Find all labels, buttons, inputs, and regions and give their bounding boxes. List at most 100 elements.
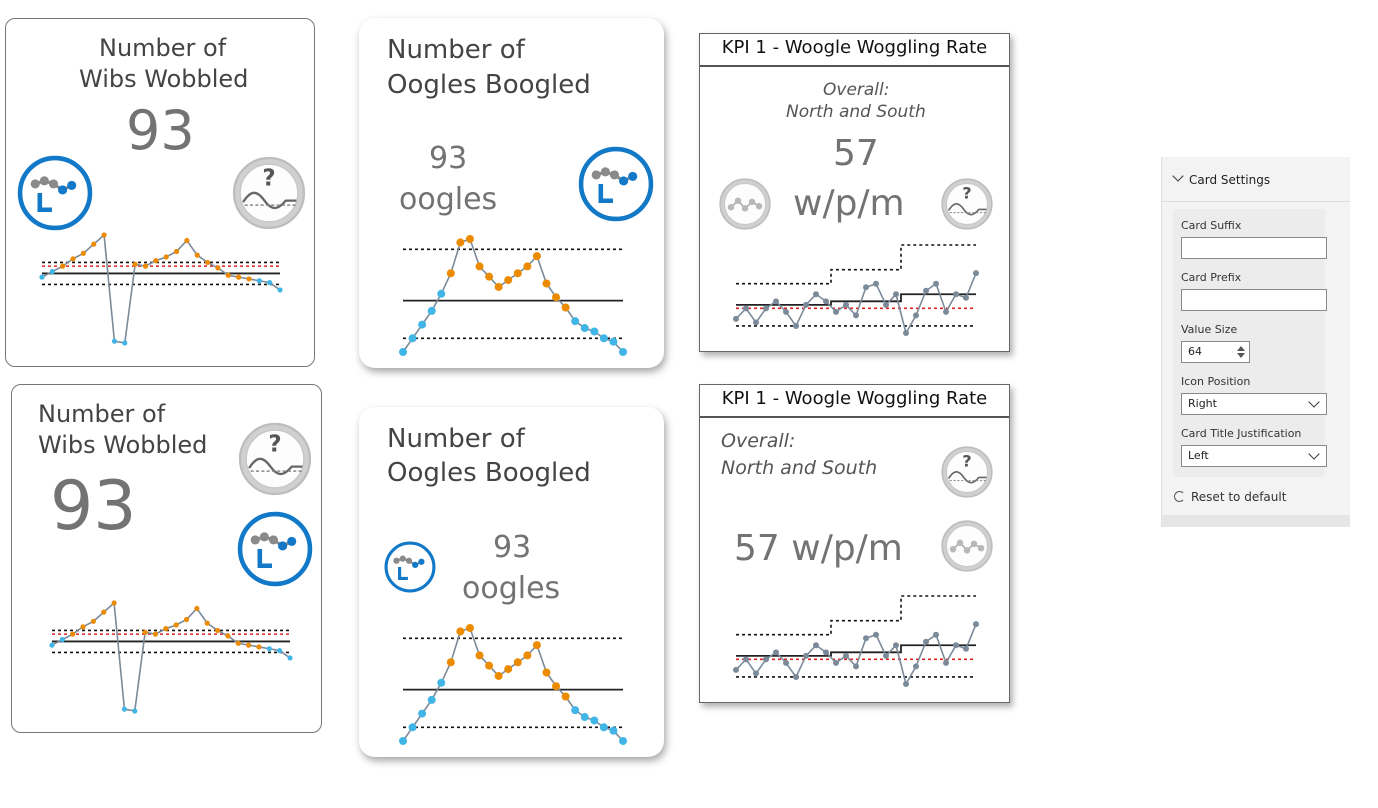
icon-point — [956, 539, 964, 546]
icon-point — [949, 546, 957, 553]
data-point — [437, 289, 446, 298]
card-title-line2: Oogles Boogled — [387, 458, 591, 488]
icon-question-mark: ? — [962, 452, 971, 471]
data-point — [225, 272, 231, 278]
series-line — [402, 237, 624, 353]
card-suffix-input[interactable] — [1181, 237, 1327, 259]
data-point — [953, 642, 959, 649]
card-title-line1: Number of — [38, 400, 166, 428]
icon-inner — [239, 163, 299, 223]
value-size-value: 64 — [1188, 345, 1202, 358]
data-point — [142, 263, 149, 269]
data-point — [542, 668, 551, 677]
kpi-card-1[interactable]: KPI 1 - Woogle Woggling Rate Overall: No… — [699, 33, 1010, 352]
assurance-unknown-icon: ? — [232, 156, 306, 230]
data-point — [853, 663, 859, 670]
reset-to-default-button[interactable]: Reset to default — [1174, 490, 1286, 504]
card-title-line1: Number of — [99, 34, 227, 62]
data-point — [214, 627, 221, 634]
icon-point — [405, 557, 413, 564]
icon-point — [67, 180, 77, 190]
wibs-card-2[interactable]: Number of Wibs Wobbled 93 ? — [11, 384, 322, 733]
data-point — [236, 274, 242, 280]
stepper-down-icon[interactable] — [1237, 353, 1245, 358]
card-title-line2: Oogles Boogled — [387, 70, 591, 100]
chevron-down-icon[interactable] — [1308, 396, 1320, 408]
spc-chart — [49, 600, 293, 714]
icon-point — [619, 176, 629, 186]
data-point — [923, 638, 929, 645]
data-point — [853, 312, 859, 319]
oogles-card-2[interactable]: Number of Oogles Boogled 93 oogles — [359, 407, 664, 757]
icon-point — [250, 535, 260, 545]
data-point — [561, 692, 570, 701]
kpi-card-2[interactable]: KPI 1 - Woogle Woggling Rate Overall: No… — [699, 384, 1010, 703]
data-point — [903, 681, 909, 687]
data-point — [173, 248, 180, 255]
series-line — [41, 233, 281, 344]
data-point — [59, 637, 65, 643]
data-point — [743, 305, 749, 312]
data-point — [963, 294, 969, 301]
oogles-card-1[interactable]: Number of Oogles Boogled 93 oogles — [359, 18, 664, 368]
data-point — [743, 656, 749, 663]
data-point — [101, 232, 107, 238]
icon-wave — [947, 471, 987, 484]
title-justification-dropdown[interactable]: Left — [1181, 445, 1327, 467]
data-point — [513, 269, 522, 278]
data-point — [287, 655, 293, 661]
icon-inner — [245, 429, 305, 489]
data-point — [943, 308, 949, 315]
data-point — [111, 338, 118, 344]
kpi-value-suffix: w/p/m — [793, 183, 905, 224]
spc-low-trend-icon — [578, 146, 654, 222]
card-title-line1: Number of — [387, 424, 525, 454]
icon-ring — [384, 541, 436, 593]
data-point — [49, 642, 55, 648]
data-point — [465, 624, 474, 632]
data-point — [823, 649, 829, 656]
card-prefix-input[interactable] — [1181, 289, 1327, 311]
data-point — [277, 287, 283, 293]
data-point — [599, 723, 608, 732]
data-point — [843, 301, 849, 308]
kpi-value-number: 57 — [833, 133, 879, 174]
card-settings-panel: Card Settings Card Suffix Card Prefix Va… — [1161, 157, 1350, 527]
icon-position-dropdown[interactable]: Right — [1181, 393, 1327, 415]
data-point — [399, 348, 407, 356]
data-point — [590, 327, 599, 336]
data-point — [933, 280, 939, 287]
data-point — [256, 278, 262, 284]
icon-point — [278, 541, 288, 551]
card-suffix-label: Card Suffix — [1181, 219, 1242, 232]
data-point — [619, 348, 627, 356]
data-point — [903, 330, 909, 336]
wibs-card-1[interactable]: Number of Wibs Wobbled 93 ? — [5, 18, 315, 367]
chevron-down-icon[interactable] — [1172, 170, 1184, 182]
card-title-line1: Number of — [387, 35, 525, 65]
icon-point — [287, 536, 297, 546]
spc-low-trend-icon — [17, 155, 93, 231]
data-point — [132, 708, 138, 714]
kpi-header: KPI 1 - Woogle Woggling Rate — [700, 34, 1009, 67]
data-point — [504, 665, 513, 674]
data-point — [552, 293, 561, 302]
data-point — [485, 661, 494, 670]
data-point — [101, 609, 107, 615]
reset-icon — [1174, 491, 1185, 502]
icon-point — [970, 540, 978, 548]
data-point — [80, 250, 86, 256]
stepper-up-icon[interactable] — [1237, 346, 1245, 351]
data-point — [532, 252, 541, 261]
data-point — [225, 633, 231, 639]
data-point — [580, 713, 589, 722]
data-point — [943, 659, 949, 666]
card-value-suffix: oogles — [399, 182, 498, 217]
data-point — [418, 320, 427, 329]
kpi-value: 57 w/p/m — [734, 528, 903, 569]
chevron-down-icon[interactable] — [1308, 448, 1320, 460]
data-point — [408, 723, 417, 732]
data-point — [833, 308, 839, 315]
value-size-stepper[interactable]: 64 — [1181, 341, 1250, 363]
card-settings-header[interactable]: Card Settings — [1162, 157, 1350, 202]
